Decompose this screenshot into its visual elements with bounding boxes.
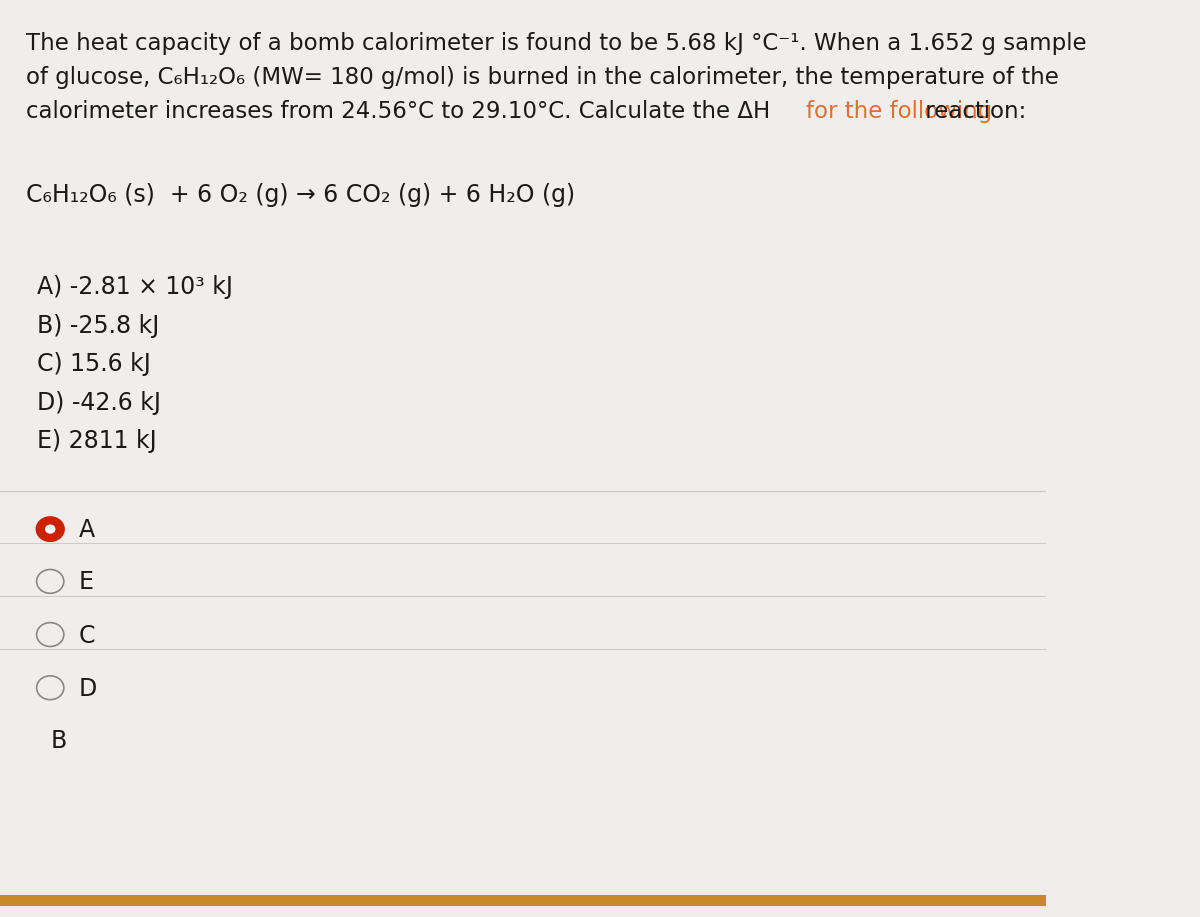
Text: B) -25.8 kJ: B) -25.8 kJ: [37, 314, 158, 337]
Circle shape: [44, 525, 55, 534]
Text: for the following: for the following: [806, 100, 992, 123]
Text: C₆H₁₂O₆ (s)  + 6 O₂ (g) → 6 CO₂ (g) + 6 H₂O (g): C₆H₁₂O₆ (s) + 6 O₂ (g) → 6 CO₂ (g) + 6 H…: [26, 183, 575, 207]
Text: calorimeter increases from 24.56°C to 29.10°C. Calculate the ΔH: calorimeter increases from 24.56°C to 29…: [26, 100, 778, 123]
Text: A) -2.81 × 10³ kJ: A) -2.81 × 10³ kJ: [37, 275, 233, 299]
Text: D: D: [78, 677, 97, 701]
Text: A: A: [78, 518, 95, 542]
Text: C: C: [78, 624, 95, 647]
Text: of glucose, C₆H₁₂O₆ (MW= 180 g/mol) is burned in the calorimeter, the temperatur: of glucose, C₆H₁₂O₆ (MW= 180 g/mol) is b…: [26, 66, 1060, 89]
Circle shape: [37, 517, 64, 541]
Text: reaction:: reaction:: [918, 100, 1026, 123]
Text: C) 15.6 kJ: C) 15.6 kJ: [37, 352, 150, 376]
Text: E: E: [78, 570, 94, 594]
Text: E) 2811 kJ: E) 2811 kJ: [37, 429, 156, 453]
Text: B: B: [50, 729, 66, 753]
Text: D) -42.6 kJ: D) -42.6 kJ: [37, 391, 161, 414]
Text: The heat capacity of a bomb calorimeter is found to be 5.68 kJ °C⁻¹. When a 1.65: The heat capacity of a bomb calorimeter …: [26, 32, 1087, 55]
